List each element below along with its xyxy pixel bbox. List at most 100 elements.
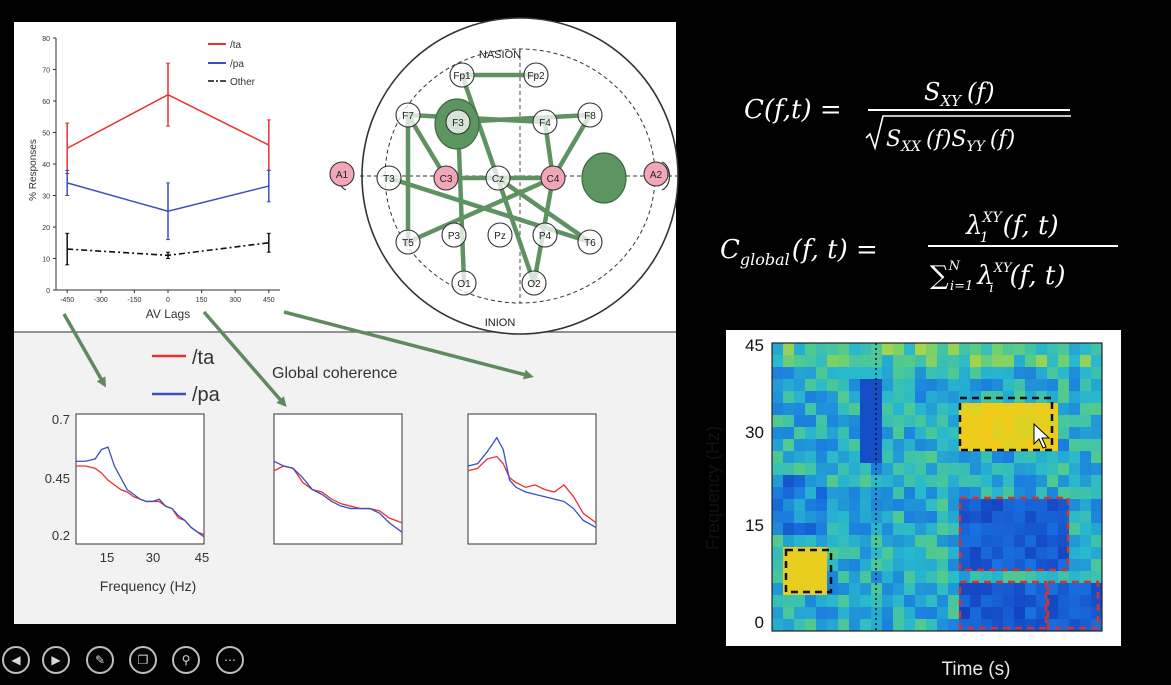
heatmap-cell <box>959 451 971 464</box>
heatmap-cell <box>871 607 883 620</box>
heatmap-cell <box>838 487 850 500</box>
heatmap-cell <box>805 547 817 560</box>
heatmap-cell <box>1036 595 1048 608</box>
heatmap-cell <box>871 367 883 380</box>
eq2-num-lambda: λ <box>965 211 982 241</box>
heatmap-cell <box>1025 547 1037 560</box>
heatmap-cell <box>937 511 949 524</box>
heatmap-cell <box>959 559 971 572</box>
electrode-fp1 <box>449 62 475 88</box>
heatmap-cell <box>1036 559 1048 572</box>
heatmap-cell <box>915 463 927 476</box>
heatmap-cell <box>1014 391 1026 404</box>
heatmap-cell <box>904 379 916 392</box>
heatmap-cell <box>860 535 872 548</box>
heatmap-cell <box>1003 463 1015 476</box>
heatmap-cell <box>849 583 861 596</box>
heatmap-cell <box>1003 499 1015 512</box>
heatmap-cell <box>882 463 894 476</box>
electrode-label: A1 <box>336 170 349 181</box>
heatmap-cell <box>1014 607 1026 620</box>
heatmap-cell <box>904 487 916 500</box>
heatmap-cell <box>1080 415 1092 428</box>
heatmap-cell <box>1069 583 1081 596</box>
heatmap-cell <box>816 595 828 608</box>
xtick-label: 450 <box>263 297 275 304</box>
electrode-a1 <box>329 161 355 187</box>
heatmap-cell <box>1058 511 1070 524</box>
heatmap-cell <box>937 607 949 620</box>
nasion-label: NASION <box>479 49 521 61</box>
heatmap-cell <box>937 571 949 584</box>
heatmap-cell <box>805 607 817 620</box>
next-icon[interactable]: ▶ <box>42 646 70 674</box>
heatmap-cell <box>1069 355 1081 368</box>
heatmap-cell <box>794 379 806 392</box>
heatmap-cell <box>1080 367 1092 380</box>
slides-icon[interactable]: ❐ <box>129 646 157 674</box>
electrode-label: Cz <box>492 174 504 185</box>
heatmap-cell <box>926 475 938 488</box>
heatmap-cell <box>893 355 905 368</box>
heatmap-cell <box>915 415 927 428</box>
electrode-o1 <box>451 270 477 296</box>
heatmap-cell <box>827 559 839 572</box>
heatmap-cell <box>904 427 916 440</box>
heatmap-cell <box>1058 439 1070 452</box>
heatmap-cell <box>981 355 993 368</box>
heatmap-cell <box>1003 451 1015 464</box>
heatmap-cell <box>838 511 850 524</box>
heatmap-cell <box>1058 451 1070 464</box>
sqrt-sign <box>865 115 1071 151</box>
electrode-label: F4 <box>539 118 551 129</box>
heatmap-cell <box>849 559 861 572</box>
heatmap-cell <box>882 427 894 440</box>
heatmap-cell <box>893 487 905 500</box>
heatmap-cell <box>838 415 850 428</box>
heatmap-cell <box>1036 535 1048 548</box>
heatmap-cell <box>882 571 894 584</box>
heatmap-cell <box>959 439 971 452</box>
heatmap-cell <box>794 451 806 464</box>
heatmap-cell <box>838 571 850 584</box>
heatmap-cell <box>893 595 905 608</box>
prev-icon[interactable]: ◀ <box>2 646 30 674</box>
heatmap-cell <box>1058 535 1070 548</box>
heatmap-cell <box>1036 547 1048 560</box>
electrode-a2 <box>643 161 669 187</box>
electrode-label: Fp1 <box>453 71 471 82</box>
eq2-den-lambda: λ <box>976 261 993 291</box>
ytick-label: 0 <box>46 288 50 295</box>
heatmap-cell <box>860 451 872 464</box>
heatmap-cell <box>860 583 872 596</box>
heatmap-cell <box>893 475 905 488</box>
heatmap-cell <box>1014 511 1026 524</box>
coherence-legend: /ta /pa <box>152 347 221 406</box>
eq2-lhs-sub: global <box>740 250 790 269</box>
heatmap-cell <box>926 619 938 631</box>
pen-icon[interactable]: ✎ <box>86 646 114 674</box>
heatmap-cell <box>838 439 850 452</box>
heatmap-cell <box>838 499 850 512</box>
heatmap-cell <box>893 403 905 416</box>
eq2-den-sup: XY <box>993 261 1013 276</box>
zoom-icon[interactable]: ⚲ <box>172 646 200 674</box>
heatmap-cell <box>1069 595 1081 608</box>
heatmap-cell <box>1014 499 1026 512</box>
eq1-num-arg: (f) <box>967 78 995 106</box>
heatmap-cell <box>1025 403 1037 416</box>
heatmap-cell <box>981 487 993 500</box>
heatmap-cell <box>871 559 883 572</box>
heatmap-cell <box>816 559 828 572</box>
heatmap-cell <box>805 379 817 392</box>
heatmap-cell <box>926 595 938 608</box>
heatmap-cell <box>1069 439 1081 452</box>
heatmap-cell <box>1036 475 1048 488</box>
more-icon[interactable]: ⋯ <box>216 646 244 674</box>
heatmap-cell <box>1091 427 1102 440</box>
equation-coherence: C(f,t) = SXY (f) SXX (f)SYY (f) <box>744 78 1071 155</box>
heatmap-cell <box>981 427 993 440</box>
heatmap-cell <box>904 463 916 476</box>
heatmap-cell <box>805 571 817 584</box>
electrode-c4 <box>540 165 566 191</box>
